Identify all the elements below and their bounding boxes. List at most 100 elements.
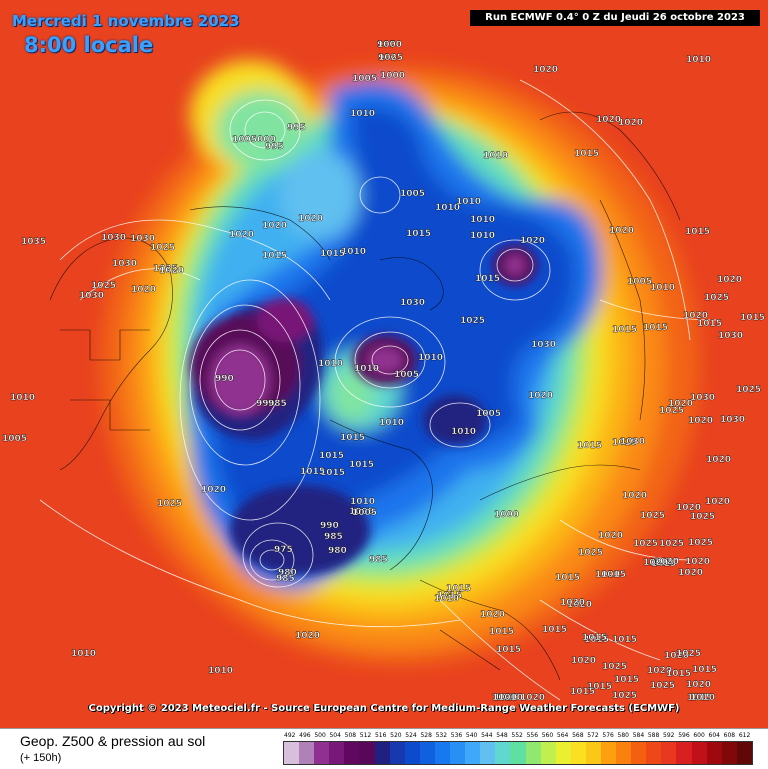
product-title: Geop. Z500 & pression au sol xyxy=(20,733,206,749)
pressure-label: 1020 xyxy=(676,503,701,513)
pressure-label: 1015 xyxy=(584,635,609,645)
scale-label: 540 xyxy=(465,732,478,739)
legend-bar: Geop. Z500 & pression au sol (+ 150h) 49… xyxy=(0,728,768,769)
pressure-label: 1000 xyxy=(377,40,402,50)
pressure-label: 1020 xyxy=(229,230,254,240)
color-swatch xyxy=(570,742,586,764)
pressure-label: 1015 xyxy=(574,149,599,159)
pressure-label: 1015 xyxy=(340,433,365,443)
pressure-label: 1025 xyxy=(378,53,403,63)
color-swatch xyxy=(344,742,360,764)
color-swatch xyxy=(691,742,707,764)
pressure-label: 1005 xyxy=(627,277,652,287)
pressure-label: 1005 xyxy=(352,508,377,518)
pressure-label: 1020 xyxy=(683,311,708,321)
pressure-label: 1010 xyxy=(483,151,508,161)
pressure-label: 1015 xyxy=(437,591,462,601)
pressure-label: 1020 xyxy=(131,285,156,295)
pressure-label: 1010 xyxy=(686,55,711,65)
pressure-label: 1025 xyxy=(676,649,701,659)
pressure-label: 1025 xyxy=(659,539,684,549)
pressure-label: 1015 xyxy=(542,625,567,635)
pressure-label: 1015 xyxy=(643,323,668,333)
color-swatch xyxy=(299,742,315,764)
color-swatch xyxy=(450,742,466,764)
pressure-label: 1015 xyxy=(612,635,637,645)
pressure-label: 1020 xyxy=(528,391,553,401)
color-swatch xyxy=(284,742,300,764)
pressure-label: 1020 xyxy=(654,557,679,567)
pressure-label: 1020 xyxy=(520,693,545,703)
pressure-label: 1025 xyxy=(150,243,175,253)
color-swatch xyxy=(314,742,330,764)
color-swatch xyxy=(510,742,526,764)
pressure-label: 1015 xyxy=(687,693,712,703)
pressure-label: 1010 xyxy=(470,231,495,241)
pressure-label: 1020 xyxy=(622,491,647,501)
pressure-label: 1025 xyxy=(157,499,182,509)
pressure-label: 1025 xyxy=(578,548,603,558)
pressure-label: 1015 xyxy=(697,319,722,329)
pressure-label: 980 xyxy=(278,568,297,578)
pressure-label: 1015 xyxy=(692,665,717,675)
pressure-label: 1020 xyxy=(596,115,621,125)
pressure-label: 1015 xyxy=(320,249,345,259)
lead-time: (+ 150h) xyxy=(20,752,62,764)
pressure-label: 1020 xyxy=(595,570,620,580)
color-swatch xyxy=(359,742,375,764)
pressure-label: 1015 xyxy=(666,669,691,679)
scale-label: 512 xyxy=(359,732,372,739)
valid-time: 8:00 locale xyxy=(24,33,154,57)
pressure-label: 1015 xyxy=(612,438,637,448)
scale-label: 560 xyxy=(541,732,554,739)
pressure-label: 1015 xyxy=(612,325,637,335)
pressure-label: 1020 xyxy=(647,666,672,676)
scale-label: 572 xyxy=(587,732,599,739)
scale-label: 524 xyxy=(405,732,417,739)
pressure-label: 1015 xyxy=(740,313,765,323)
pressure-label: 985 xyxy=(268,399,287,409)
scale-label: 592 xyxy=(663,732,675,739)
scale-label: 516 xyxy=(374,732,387,739)
pressure-label: 1010 xyxy=(341,247,366,257)
pressure-label: 1015 xyxy=(489,627,514,637)
color-swatch xyxy=(661,742,677,764)
pressure-label: 1025 xyxy=(460,316,485,326)
pressure-label: 1020 xyxy=(668,399,693,409)
pressure-label: 1005 xyxy=(349,507,374,517)
pressure-label: 1030 xyxy=(690,393,715,403)
color-swatch xyxy=(721,742,737,764)
scale-label: 532 xyxy=(435,732,448,739)
pressure-label: 1020 xyxy=(159,266,184,276)
color-swatch xyxy=(329,742,345,764)
pressure-label: 1015 xyxy=(555,573,580,583)
pressure-label: 980 xyxy=(328,546,347,556)
pressure-label: 1015 xyxy=(685,227,710,237)
scale-label: 528 xyxy=(420,732,432,739)
color-swatch xyxy=(374,742,390,764)
pressure-labels: 9959901000100510201010100500099599510101… xyxy=(2,40,765,703)
pressure-label: 1015 xyxy=(496,645,521,655)
scale-label: 604 xyxy=(708,732,720,739)
z500-field: 9959901000100510201010100500099599510101… xyxy=(1,39,766,704)
pressure-label: 1015 xyxy=(319,451,344,461)
color-swatch xyxy=(706,742,722,764)
geopotential-shading xyxy=(100,60,700,665)
pressure-label: 1030 xyxy=(620,437,645,447)
pressure-label: 1005 xyxy=(352,74,377,84)
pressure-label: 1015 xyxy=(587,682,612,692)
pressure-label: 1015 xyxy=(446,584,471,594)
scale-label: 492 xyxy=(284,732,296,739)
scale-label: 612 xyxy=(738,732,751,739)
coastlines xyxy=(49,111,681,681)
color-swatch xyxy=(465,742,481,764)
pressure-label: 1020 xyxy=(533,65,558,75)
pressure-label: 995 xyxy=(287,123,306,133)
scale-label: 564 xyxy=(556,732,569,739)
pressure-label: 1010 xyxy=(451,427,476,437)
pressure-label: 1010 xyxy=(379,418,404,428)
pressure-label: 1010 xyxy=(418,353,443,363)
pressure-label: 1015 xyxy=(300,467,325,477)
pressure-label: 1025 xyxy=(612,691,637,701)
pressure-label: 1020 xyxy=(706,455,731,465)
